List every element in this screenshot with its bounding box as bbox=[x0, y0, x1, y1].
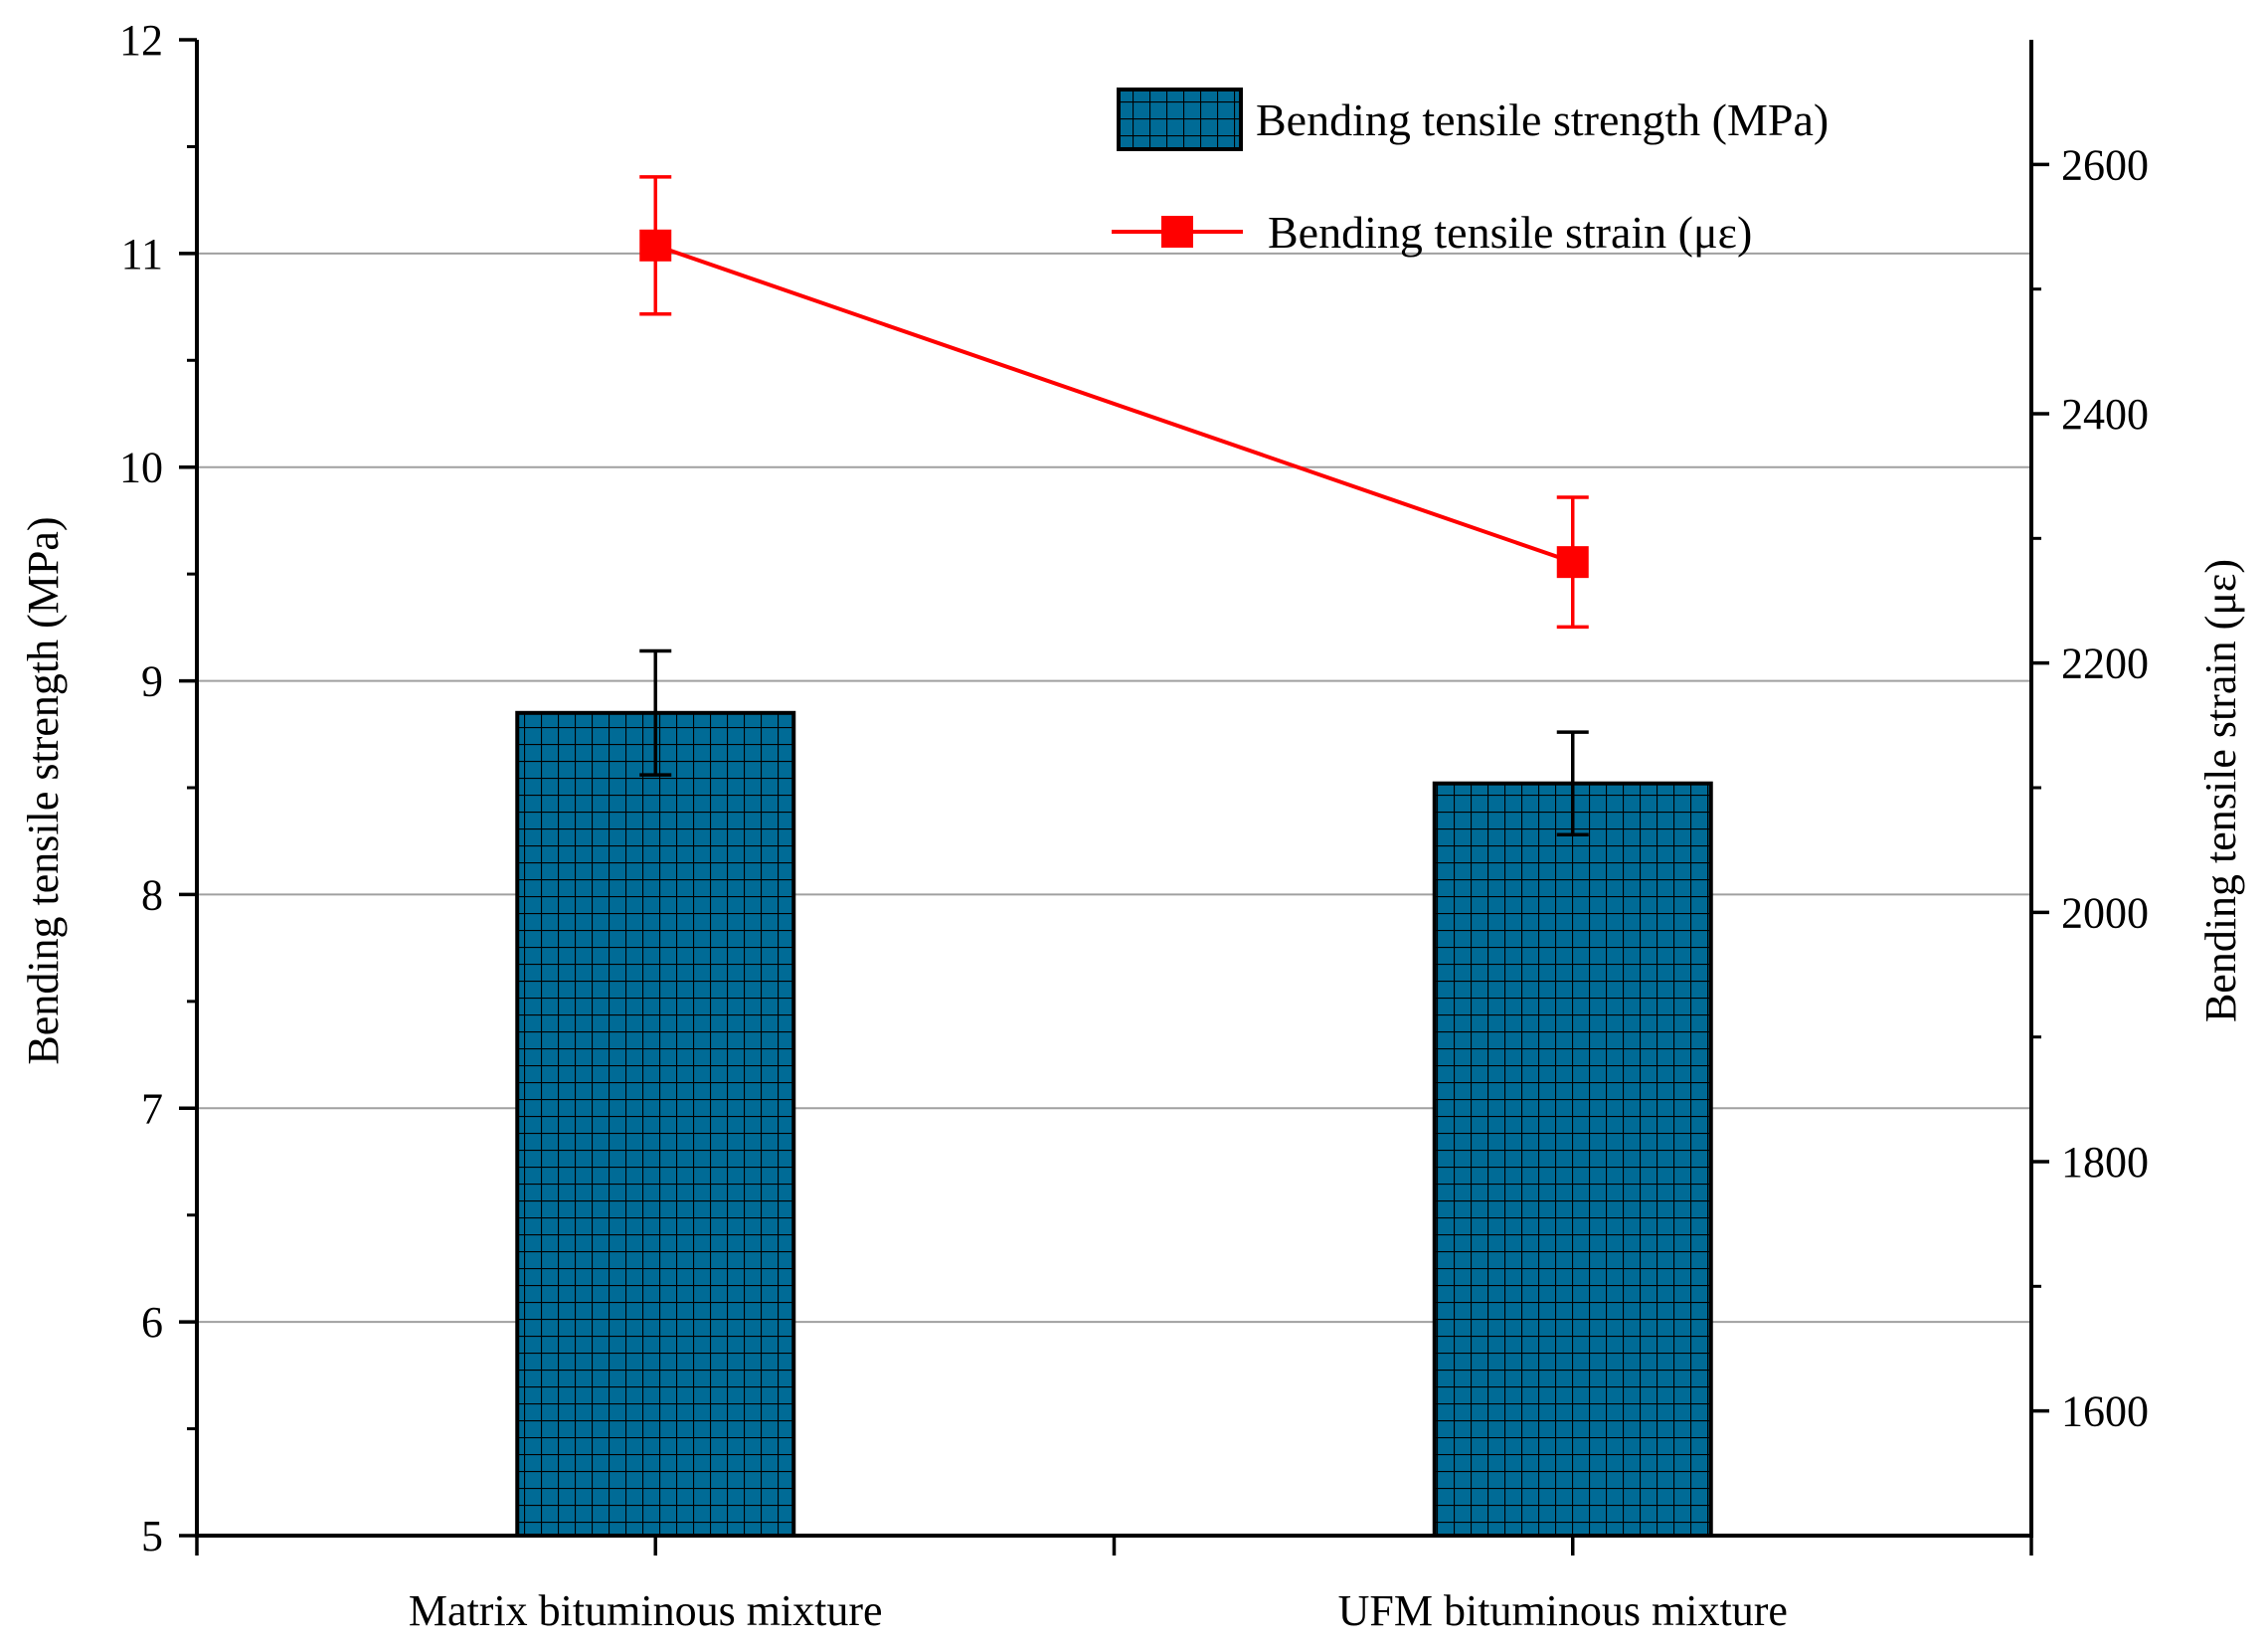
y-right-axis-title: Bending tensile strain (με) bbox=[2196, 559, 2245, 1022]
y-right-tick-label: 2400 bbox=[2061, 390, 2149, 439]
y-left-tick-label: 12 bbox=[119, 16, 163, 65]
y-left-tick-label: 7 bbox=[141, 1084, 163, 1133]
strain-line-layer bbox=[639, 175, 1589, 630]
y-left-axis-title: Bending tensile strength (MPa) bbox=[19, 516, 68, 1064]
y-right-tick-label: 2600 bbox=[2061, 140, 2149, 189]
bar bbox=[515, 710, 796, 1538]
y-left-tick-label: 6 bbox=[141, 1298, 163, 1347]
y-left-tick-label: 11 bbox=[121, 230, 163, 278]
y-right-tick-label: 1800 bbox=[2061, 1138, 2149, 1187]
strain-line bbox=[654, 243, 1574, 565]
strain-marker bbox=[1556, 546, 1589, 579]
bar-error-bars bbox=[639, 648, 1589, 837]
axes bbox=[195, 40, 2033, 1556]
category-label: UFM bituminous mixture bbox=[1338, 1586, 1788, 1635]
y-left-tick-label: 9 bbox=[141, 657, 163, 706]
strain-marker bbox=[639, 229, 672, 262]
legend-bar-swatch bbox=[1117, 88, 1243, 151]
y-right-tick-label: 1600 bbox=[2061, 1387, 2149, 1436]
bar bbox=[1432, 781, 1713, 1538]
y-left-tick-label: 5 bbox=[141, 1512, 163, 1560]
category-labels: Matrix bituminous mixture UFM bituminous … bbox=[409, 1586, 1788, 1635]
bars bbox=[515, 710, 1713, 1538]
legend-bar-label: Bending tensile strength (MPa) bbox=[1256, 94, 1829, 145]
legend: Bending tensile strength (MPa) Bending t… bbox=[1112, 88, 1829, 258]
gridlines bbox=[197, 252, 2031, 1324]
legend-line-label: Bending tensile strain (με) bbox=[1268, 207, 1752, 258]
legend-line-marker bbox=[1161, 216, 1193, 248]
y-left-tick-label: 10 bbox=[119, 444, 163, 492]
y-left-tick-label: 8 bbox=[141, 870, 163, 919]
left-axis-ticks: 5 6 7 8 9 10 11 12 bbox=[119, 16, 197, 1560]
category-label: Matrix bituminous mixture bbox=[409, 1586, 883, 1635]
right-axis-ticks: 1600 1800 2000 2200 2400 2600 bbox=[2031, 140, 2149, 1436]
y-right-tick-label: 2000 bbox=[2061, 888, 2149, 937]
y-right-tick-label: 2200 bbox=[2061, 640, 2149, 688]
